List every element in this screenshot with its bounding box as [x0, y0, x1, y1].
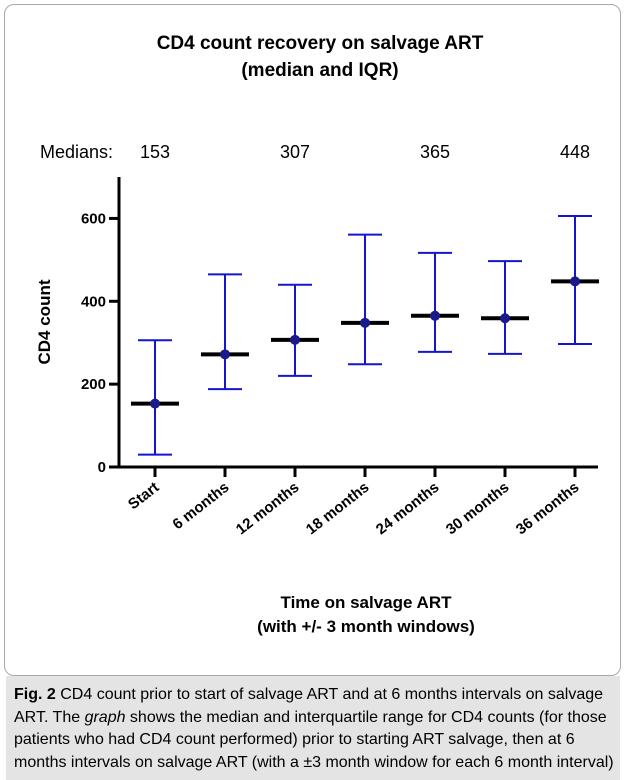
median-point [570, 276, 580, 287]
figure-caption: Fig. 2 CD4 count prior to start of salva… [6, 676, 620, 780]
x-tick-label: 12 months [233, 479, 303, 539]
caption-label: Fig. 2 [14, 686, 56, 703]
caption-text-2: shows the median and interquartile range… [14, 708, 614, 771]
x-tick-label: 18 months [303, 479, 373, 539]
x-tick-label: 30 months [443, 479, 513, 539]
series [131, 214, 599, 456]
x-tick-label: 36 months [513, 479, 583, 539]
y-tick-label: 200 [81, 376, 106, 393]
median-point [430, 310, 440, 321]
x-tick-label: 6 months [169, 479, 232, 533]
y-tick-label: 0 [98, 459, 106, 476]
medians-label: Medians: [40, 142, 113, 162]
median-annotation: 153 [140, 142, 170, 162]
median-point [360, 317, 370, 328]
y-axis-label: CD4 count [35, 279, 54, 364]
y-ticks: 0 200 400 600 [81, 210, 119, 476]
x-axis-label-line-1: Time on salvage ART [281, 593, 453, 612]
median-annotation: 365 [420, 142, 450, 162]
median-point [290, 334, 300, 345]
caption-text-1: CD4 count prior to start of salvage ART … [14, 686, 604, 726]
chart-title-line-2: (median and IQR) [241, 60, 398, 81]
caption-emphasis: graph [84, 708, 126, 726]
x-axis-label-line-2: (with +/- 3 month windows) [257, 617, 475, 636]
median-point [220, 349, 230, 360]
median-annotations: 153 307 365 448 [140, 142, 590, 162]
figure-frame [4, 4, 621, 676]
axes [117, 177, 598, 469]
median-point [500, 313, 510, 324]
x-tick-label: Start [125, 479, 162, 513]
median-point [150, 398, 160, 409]
x-tick-label: 24 months [373, 479, 443, 539]
chart: CD4 count recovery on salvage ART (media… [35, 33, 599, 636]
median-annotation: 307 [280, 142, 310, 162]
x-ticks: Start 6 months 12 months 18 months 24 months… [125, 467, 582, 538]
y-tick-label: 400 [81, 293, 106, 310]
chart-title-line-1: CD4 count recovery on salvage ART [157, 33, 484, 54]
median-annotation: 448 [560, 142, 590, 162]
y-tick-label: 600 [81, 210, 106, 227]
